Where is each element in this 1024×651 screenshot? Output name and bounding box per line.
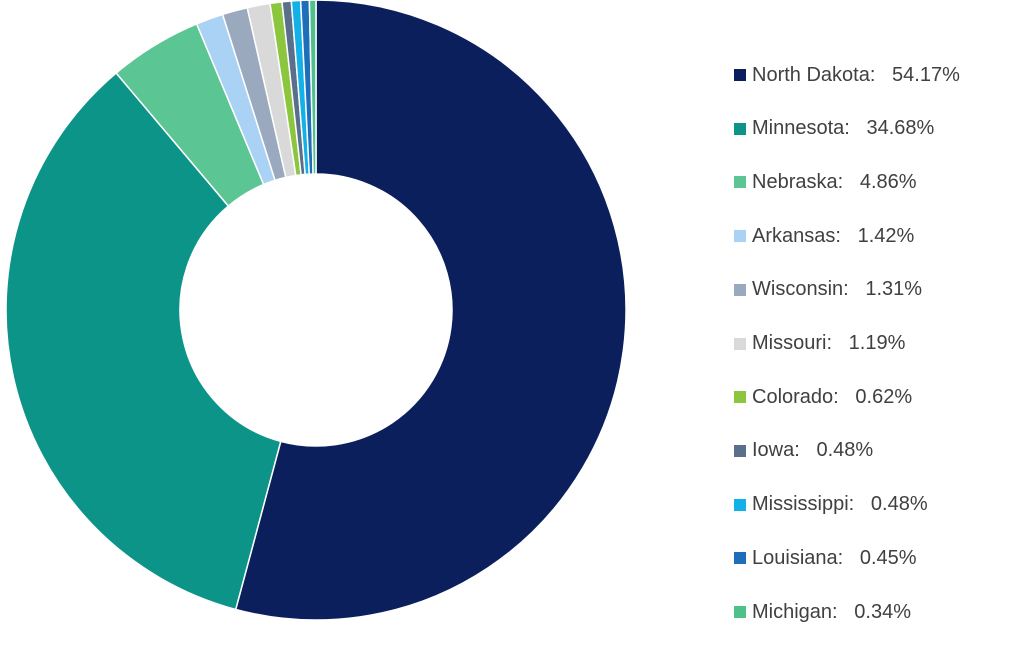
legend-swatch — [734, 337, 746, 350]
slice-michigan — [308, 0, 317, 175]
legend-label: Mississippi: 0.48% — [752, 493, 928, 516]
donut-svg — [5, 0, 627, 621]
legend-swatch — [734, 391, 746, 404]
legend-swatch — [734, 444, 746, 457]
legend-label: Louisiana: 0.45% — [752, 546, 917, 569]
legend-swatch — [734, 69, 746, 81]
legend-label: Iowa: 0.48% — [752, 439, 874, 462]
legend-label: North Dakota: 54.17% — [752, 63, 960, 86]
legend-swatch — [734, 498, 746, 511]
legend-item: North Dakota: 54.17% — [734, 60, 960, 90]
legend-swatch — [734, 552, 746, 565]
legend-item: Louisiana: 0.45% — [734, 543, 917, 573]
legend-label: Arkansas: 1.42% — [752, 224, 915, 247]
legend-swatch — [734, 122, 746, 135]
legend-swatch — [734, 176, 746, 189]
legend-item: Missouri: 1.19% — [734, 329, 905, 359]
legend-swatch — [734, 283, 746, 296]
legend-label: Minnesota: 34.68% — [752, 117, 935, 140]
legend-item: Nebraska: 4.86% — [734, 167, 917, 197]
legend-item: Arkansas: 1.42% — [734, 221, 914, 251]
legend-label: Nebraska: 4.86% — [752, 170, 917, 193]
legend-item: Mississippi: 0.48% — [734, 490, 928, 520]
legend-item: Colorado: 0.62% — [734, 382, 912, 412]
legend-item: Michigan: 0.34% — [734, 597, 911, 627]
legend-item: Iowa: 0.48% — [734, 436, 873, 466]
legend-swatch — [734, 606, 746, 618]
legend-item: Minnesota: 34.68% — [734, 114, 934, 144]
legend-label: Colorado: 0.62% — [752, 385, 913, 408]
slice-minnesota — [5, 71, 282, 611]
legend-label: Missouri: 1.19% — [752, 332, 906, 354]
legend-item: Wisconsin: 1.31% — [734, 275, 922, 305]
legend-swatch — [734, 230, 746, 243]
legend-label: Wisconsin: 1.31% — [752, 278, 923, 301]
slice-north-dakota — [234, 0, 627, 621]
legend-label: Michigan: 0.34% — [752, 600, 911, 623]
